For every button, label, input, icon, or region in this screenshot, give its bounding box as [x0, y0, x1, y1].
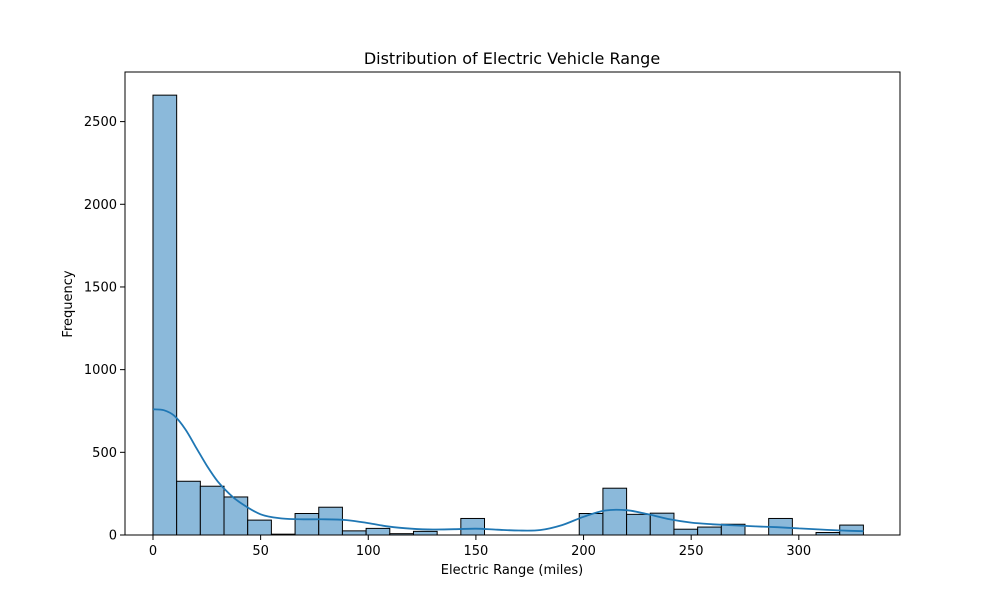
- x-tick-label: 250: [679, 544, 704, 559]
- chart-title: Distribution of Electric Vehicle Range: [364, 49, 660, 68]
- histogram-bar: [673, 528, 699, 536]
- x-tick-label: 50: [252, 544, 269, 559]
- y-axis-label: Frequency: [61, 270, 76, 337]
- histogram-bar: [341, 530, 367, 536]
- y-axis-ticks: 0 500 1000 1500 2000 2500: [84, 115, 125, 544]
- histogram-bar: [152, 94, 178, 536]
- histogram-bar: [247, 519, 272, 536]
- y-tick-label: 2000: [84, 198, 117, 213]
- histogram-bar: [223, 496, 249, 536]
- x-tick-label: 300: [786, 544, 811, 559]
- x-tick-label: 0: [149, 544, 157, 559]
- x-tick-label: 150: [463, 544, 488, 559]
- x-tick-label: 100: [356, 544, 381, 559]
- y-tick-label: 2500: [84, 115, 117, 130]
- plot-area-frame: [124, 71, 901, 536]
- x-axis-ticks: 0 50 100 150 200 250 300: [149, 535, 811, 559]
- histogram-bar: [294, 513, 320, 536]
- histogram-bar: [697, 526, 722, 536]
- histogram-bar: [602, 487, 628, 536]
- histogram-bar: [626, 513, 651, 536]
- histogram-bar: [365, 527, 391, 536]
- histogram-bar: [318, 506, 343, 536]
- y-tick-label: 1000: [84, 363, 117, 378]
- y-tick-label: 1500: [84, 280, 117, 295]
- histogram-bar: [199, 485, 225, 536]
- y-tick-label: 500: [92, 446, 117, 461]
- x-axis-label: Electric Range (miles): [441, 563, 583, 578]
- histogram-bar: [176, 480, 201, 536]
- x-tick-label: 200: [571, 544, 596, 559]
- y-tick-label: 0: [109, 529, 117, 544]
- histogram-bar: [412, 530, 438, 536]
- histogram-bar: [460, 517, 486, 536]
- kde-curve: [152, 408, 864, 533]
